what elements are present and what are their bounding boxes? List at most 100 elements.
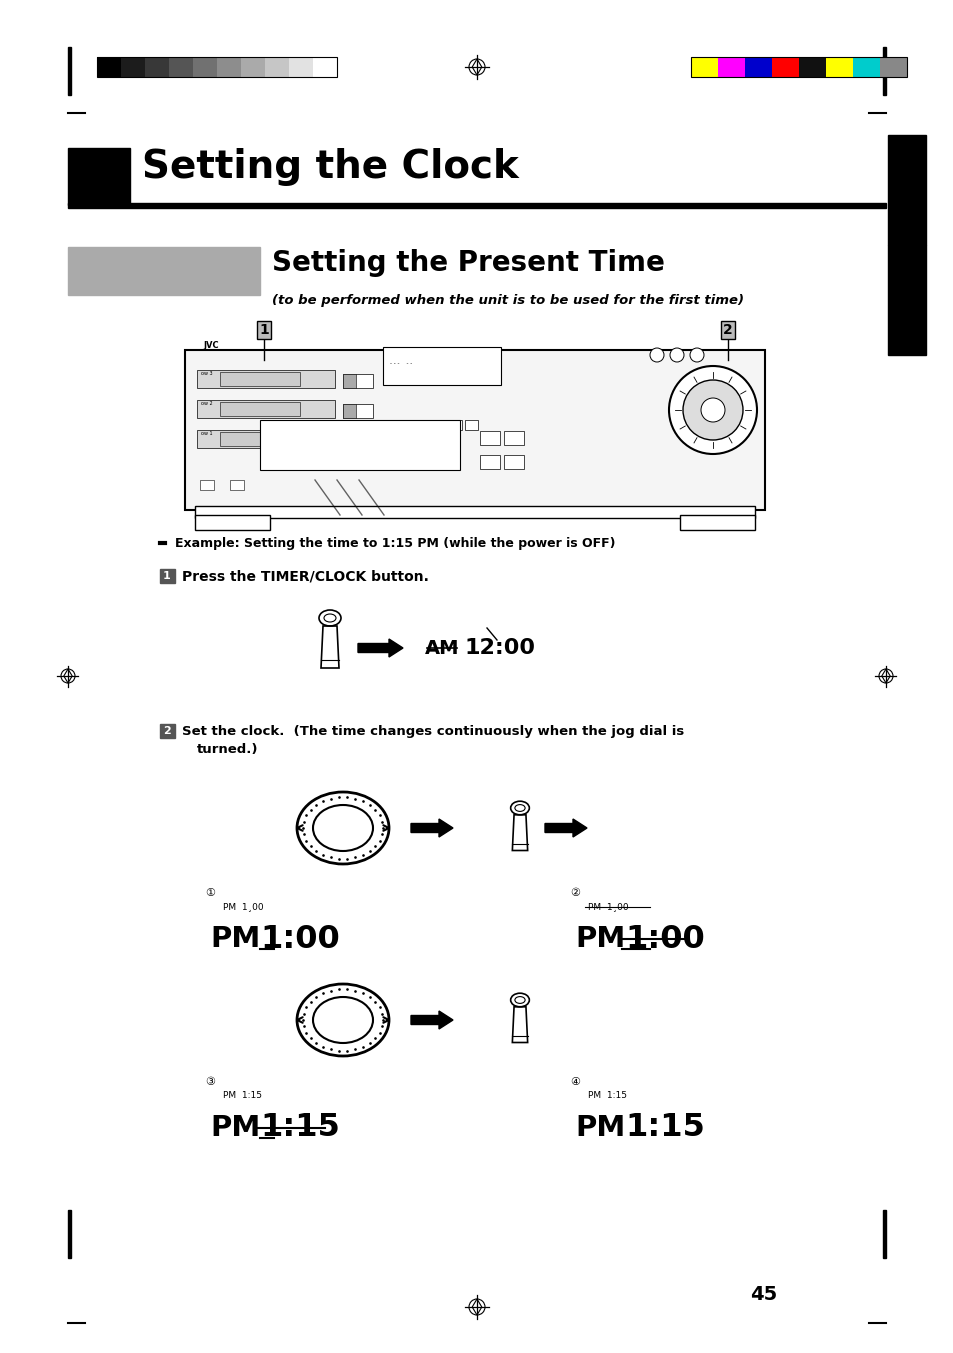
Text: 1:00: 1:00 [624, 924, 704, 954]
Bar [97, 57, 121, 77]
Bar [193, 57, 216, 77]
Bar [196, 400, 335, 418]
Bar [479, 455, 499, 469]
Text: 1:00: 1:00 [260, 924, 339, 954]
Bar [882, 47, 885, 95]
Text: PM: PM [575, 925, 625, 953]
Text: Setting the Present Time: Setting the Present Time [272, 249, 664, 277]
Bar [744, 57, 771, 77]
Bar [220, 432, 299, 446]
Circle shape [668, 367, 757, 455]
Bar [160, 570, 174, 583]
Circle shape [649, 348, 663, 363]
Text: ②: ② [569, 888, 579, 898]
Text: Set the clock.  (The time changes continuously when the jog dial is: Set the clock. (The time changes continu… [182, 724, 683, 737]
Text: 1:15: 1:15 [624, 1112, 704, 1143]
Text: AM: AM [424, 639, 459, 658]
Bar [690, 57, 906, 77]
Bar [68, 147, 130, 206]
Bar [503, 455, 523, 469]
Text: Example: Setting the time to 1:15 PM (while the power is OFF): Example: Setting the time to 1:15 PM (wh… [174, 537, 615, 549]
Bar [194, 515, 270, 530]
Bar [879, 57, 906, 77]
Bar [194, 506, 754, 518]
Bar [343, 434, 355, 448]
Bar [464, 419, 477, 430]
Text: Setting the Clock: Setting the Clock [142, 147, 518, 185]
Bar [68, 203, 885, 208]
Bar [185, 350, 764, 510]
Text: ③: ③ [205, 1077, 214, 1086]
Bar [771, 57, 799, 77]
Circle shape [700, 398, 724, 422]
Text: 1: 1 [259, 323, 269, 337]
Text: turned.): turned.) [196, 743, 258, 755]
Text: ow 1: ow 1 [201, 432, 213, 436]
Bar [416, 419, 430, 430]
Bar [97, 57, 336, 77]
Bar [220, 402, 299, 415]
Bar [160, 724, 174, 737]
Bar [241, 57, 265, 77]
Bar [230, 480, 244, 490]
Bar [313, 57, 336, 77]
Bar [68, 1210, 71, 1258]
Text: ow 3: ow 3 [201, 371, 213, 376]
Bar [216, 57, 241, 77]
Bar [400, 419, 414, 430]
Text: ①: ① [205, 888, 214, 898]
Text: JVC: JVC [203, 341, 218, 350]
Text: PM  1¸00: PM 1¸00 [587, 902, 628, 912]
FancyArrow shape [357, 639, 402, 658]
Bar [121, 57, 145, 77]
FancyArrow shape [411, 819, 453, 838]
Text: PM: PM [210, 1114, 260, 1142]
Bar [289, 57, 313, 77]
Bar [887, 135, 925, 245]
Ellipse shape [313, 805, 373, 851]
Bar [799, 57, 825, 77]
Bar [852, 57, 879, 77]
Bar [145, 57, 169, 77]
Bar [343, 373, 373, 388]
Bar [343, 405, 373, 418]
Text: ow 2: ow 2 [201, 400, 213, 406]
Bar [449, 419, 461, 430]
Ellipse shape [313, 997, 373, 1043]
Bar [68, 248, 260, 295]
Bar [825, 57, 852, 77]
Bar [265, 57, 289, 77]
Bar [887, 245, 925, 354]
Text: PM: PM [575, 1114, 625, 1142]
Bar [200, 480, 213, 490]
Bar [196, 430, 335, 448]
Bar [343, 434, 373, 448]
Text: Press the TIMER/CLOCK button.: Press the TIMER/CLOCK button. [182, 570, 429, 583]
Text: 45: 45 [749, 1285, 777, 1304]
Bar [343, 373, 355, 388]
Bar [260, 419, 459, 469]
Bar [679, 515, 754, 530]
Bar [882, 1210, 885, 1258]
Bar [718, 57, 744, 77]
Bar [479, 432, 499, 445]
Bar [385, 419, 397, 430]
FancyArrow shape [411, 1011, 453, 1030]
Bar [169, 57, 193, 77]
Text: PM  1¸00: PM 1¸00 [223, 902, 263, 912]
Text: 1:15: 1:15 [260, 1112, 339, 1143]
Bar [196, 369, 335, 388]
Bar [690, 57, 718, 77]
Text: PM  1:15: PM 1:15 [587, 1092, 626, 1100]
FancyArrow shape [544, 819, 586, 838]
Text: 2: 2 [722, 323, 732, 337]
Bar [68, 47, 71, 95]
Circle shape [669, 348, 683, 363]
Text: PM: PM [210, 925, 260, 953]
Bar [382, 346, 500, 386]
Text: 1: 1 [163, 571, 171, 580]
Text: - - -    - -: - - - - - [390, 361, 412, 367]
Bar [503, 432, 523, 445]
Text: ④: ④ [569, 1077, 579, 1086]
Text: (to be performed when the unit is to be used for the first time): (to be performed when the unit is to be … [272, 294, 743, 307]
